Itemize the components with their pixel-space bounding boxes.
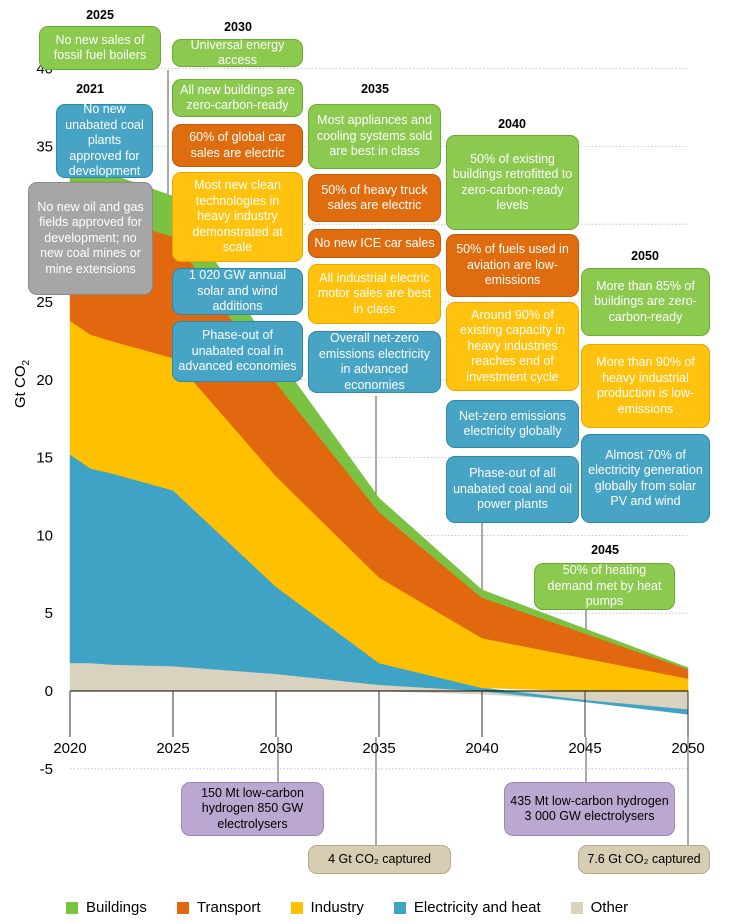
milestone-text: No new ICE car sales (314, 235, 435, 250)
legend-swatch (393, 901, 406, 914)
milestone-box-orange: 50% of fuels used in aviation are low-em… (446, 234, 579, 297)
y-tick-label: 0 (45, 683, 53, 700)
milestone-box-yellow: All industrial electric motor sales are … (308, 264, 441, 324)
legend-label: Buildings (86, 899, 147, 916)
axes: 4035302520151050-52020202520302035204020… (36, 61, 704, 778)
milestone-box-orange: 50% of heavy truck sales are electric (308, 174, 441, 222)
milestone-text: Phase-out of all unabated coal and oil p… (453, 466, 572, 512)
y-tick-label: 15 (36, 450, 53, 467)
milestone-text: 50% of heavy truck sales are electric (321, 182, 428, 213)
milestone-box-blue: Overall net-zero emissions electricity i… (308, 331, 441, 393)
x-tick-label: 2035 (362, 740, 395, 757)
milestone-box-green: Universal energy access (172, 37, 303, 68)
milestone-text: Phase-out of unabated coal in advanced e… (178, 328, 297, 374)
milestone-box-green: 50% of existing buildings retrofitted to… (446, 135, 579, 230)
milestone-text: 50% of heating demand met by heat pumps (547, 563, 662, 609)
legend-label: Other (590, 899, 629, 916)
milestone-box-green: Most appliances and cooling systems sold… (308, 104, 441, 169)
milestone-box-purple: 150 Mt low-carbon hydrogen 850 GW electr… (181, 782, 324, 836)
milestone-text: All new buildings are zero-carbon-ready (180, 82, 295, 113)
y-tick-label: 20 (36, 372, 53, 389)
milestone-year-label: 2050 (631, 249, 659, 263)
y-axis-label: Gt CO2 (12, 359, 32, 408)
milestone-year-label: 2045 (591, 543, 619, 557)
milestone-text: Around 90% of existing capacity in heavy… (460, 307, 565, 384)
milestone-text: More than 85% of buildings are zero-carb… (594, 278, 697, 324)
milestone-text: 435 Mt low-carbon hydrogen 3 000 GW elec… (510, 793, 669, 824)
milestone-text: 4 Gt CO₂ captured (328, 851, 431, 866)
legend-item-other: Other (570, 899, 629, 916)
milestone-box-yellow: Around 90% of existing capacity in heavy… (446, 302, 579, 391)
y-tick-label: -5 (40, 761, 53, 778)
milestone-box-blue: Phase-out of unabated coal in advanced e… (172, 321, 303, 382)
x-tick-label: 2040 (465, 740, 498, 757)
milestone-box-purple: 435 Mt low-carbon hydrogen 3 000 GW elec… (504, 782, 675, 836)
milestone-text: Overall net-zero emissions electricity i… (318, 331, 431, 392)
milestone-text: 7.6 Gt CO₂ captured (587, 851, 701, 866)
x-tick-label: 2050 (671, 740, 704, 757)
x-tick-label: 2045 (568, 740, 601, 757)
legend-item-industry: Industry (290, 899, 364, 916)
milestone-text: No new unabated coal plants approved for… (65, 102, 144, 179)
milestone-box-blue: Almost 70% of electricity generation glo… (581, 434, 710, 523)
milestone-text: Most new clean technologies in heavy ind… (192, 178, 283, 255)
y-tick-label: 25 (36, 294, 53, 311)
milestone-text: 50% of fuels used in aviation are low-em… (456, 242, 569, 288)
milestone-text: 60% of global car sales are electric (189, 130, 286, 160)
legend-swatch (176, 901, 189, 914)
y-tick-label: 10 (36, 527, 53, 544)
legend-label: Electricity and heat (413, 899, 541, 916)
x-tick-label: 2020 (53, 740, 86, 757)
milestone-box-green: No new sales of fossil fuel boilers (39, 26, 161, 70)
milestone-text: No new oil and gas fields approved for d… (37, 199, 144, 276)
milestone-box-blue: Net-zero emissions electricity globally (446, 400, 579, 448)
milestone-text: 50% of existing buildings retrofitted to… (452, 151, 573, 213)
milestone-box-green: 50% of heating demand met by heat pumps (534, 563, 675, 610)
legend-item-buildings: Buildings (66, 899, 147, 916)
y-tick-label: 35 (36, 138, 53, 155)
milestone-box-yellow: Most new clean technologies in heavy ind… (172, 172, 303, 262)
milestone-box-green: All new buildings are zero-carbon-ready (172, 79, 303, 117)
legend-label: Transport (196, 899, 261, 916)
milestone-box-tan: 4 Gt CO₂ captured (308, 845, 451, 874)
milestone-year-label: 2025 (86, 8, 114, 22)
y-tick-label: 5 (45, 605, 53, 622)
milestone-box-blue: No new unabated coal plants approved for… (56, 102, 153, 179)
milestone-year-label: 2035 (361, 82, 389, 96)
x-tick-label: 2025 (156, 740, 189, 757)
milestone-text: More than 90% of heavy industrial produc… (596, 355, 695, 416)
milestone-box-yellow: More than 90% of heavy industrial produc… (581, 344, 710, 428)
milestone-box-grey: No new oil and gas fields approved for d… (28, 182, 153, 295)
legend-item-transport: Transport (176, 899, 261, 916)
milestone-text: 1 020 GW annual solar and wind additions (188, 268, 287, 314)
milestone-box-blue: 1 020 GW annual solar and wind additions (172, 268, 303, 315)
legend-swatch (66, 901, 78, 914)
legend: Buildings Transport Industry Electricity… (66, 899, 658, 916)
legend-label: Industry (310, 899, 364, 916)
milestone-box-blue: Phase-out of all unabated coal and oil p… (446, 456, 579, 523)
milestone-text: Almost 70% of electricity generation glo… (588, 447, 703, 509)
milestone-year-label: 2040 (498, 117, 526, 131)
milestone-year-label: 2021 (76, 82, 104, 96)
milestone-box-orange: 60% of global car sales are electric (172, 124, 303, 167)
milestone-box-orange: No new ICE car sales (308, 229, 441, 258)
milestone-text: Net-zero emissions electricity globally (459, 408, 566, 439)
milestone-text: 150 Mt low-carbon hydrogen 850 GW electr… (201, 785, 304, 831)
milestone-text: Most appliances and cooling systems sold… (316, 113, 433, 159)
legend-swatch (290, 901, 303, 914)
milestone-box-tan: 7.6 Gt CO₂ captured (578, 845, 710, 874)
milestone-year-label: 2030 (224, 20, 252, 34)
legend-swatch (570, 901, 583, 914)
legend-item-electricity: Electricity and heat (393, 899, 541, 916)
x-tick-label: 2030 (259, 740, 292, 757)
milestone-text: No new sales of fossil fuel boilers (53, 32, 147, 63)
milestone-text: Universal energy access (190, 37, 285, 68)
milestone-box-green: More than 85% of buildings are zero-carb… (581, 268, 710, 336)
milestone-text: All industrial electric motor sales are … (317, 270, 432, 316)
